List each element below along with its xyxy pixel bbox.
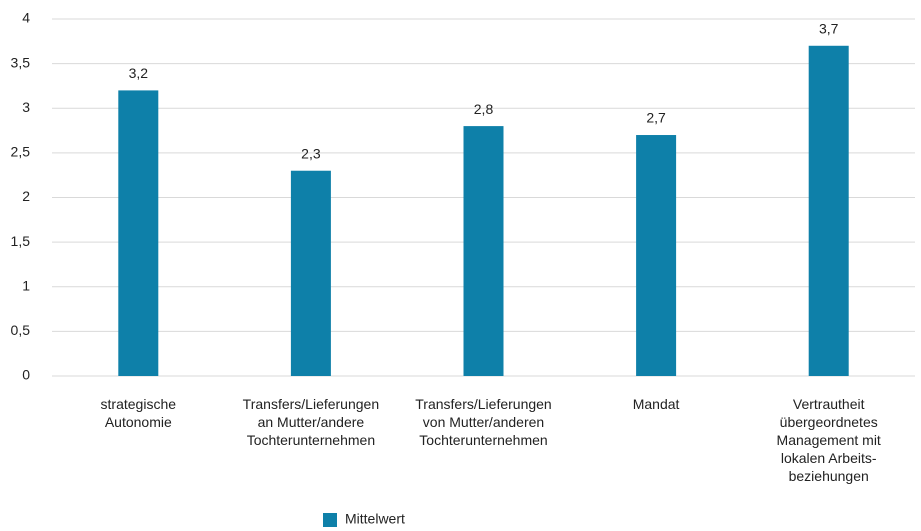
y-tick-label: 3 <box>22 99 30 115</box>
y-tick-label: 0 <box>22 367 30 383</box>
x-tick-label: Vertrautheit übergeordnetes Management mit… <box>777 396 881 484</box>
x-tick-label: strategische Autonomie <box>101 396 177 430</box>
x-tick-label: Transfers/Lieferungen an Mutter/andere Toc… <box>243 396 379 448</box>
y-tick-label: 1,5 <box>11 233 31 249</box>
legend-swatch <box>323 513 337 527</box>
bar <box>290 170 331 376</box>
data-label: 2,7 <box>646 110 666 126</box>
data-label: 2,3 <box>301 145 321 161</box>
y-tick-label: 1 <box>22 277 30 293</box>
y-tick-label: 3,5 <box>11 54 31 70</box>
y-tick-label: 2,5 <box>11 144 31 160</box>
legend-label: Mittelwert <box>345 511 405 527</box>
bar <box>636 135 677 376</box>
data-label: 3,7 <box>819 20 839 36</box>
data-label: 3,2 <box>129 65 149 81</box>
y-tick-label: 4 <box>22 10 30 26</box>
bar <box>463 126 504 376</box>
x-tick-label: Mandat <box>633 396 680 412</box>
data-label: 2,8 <box>474 101 494 117</box>
bar <box>118 90 159 377</box>
y-tick-label: 0,5 <box>11 322 31 338</box>
y-tick-label: 2 <box>22 188 30 204</box>
x-tick-label: Transfers/Lieferungen von Mutter/anderen T… <box>415 396 551 448</box>
bar <box>808 45 849 377</box>
